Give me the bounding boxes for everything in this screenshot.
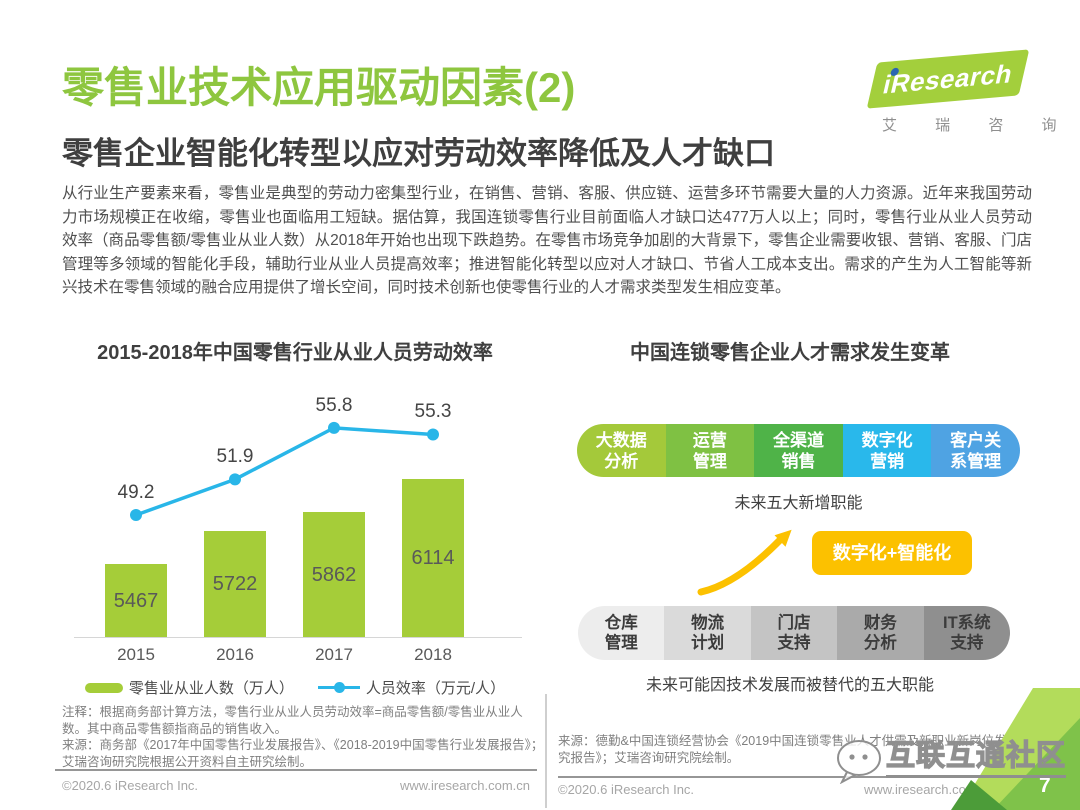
x-axis — [74, 637, 522, 638]
legend-item: 零售业从业人数（万人） — [84, 677, 294, 698]
x-tick-label: 2018 — [414, 645, 452, 664]
left-notes: 注释：根据商务部计算方法，零售行业从业人员劳动效率=商品零售额/零售业从业人数。… — [62, 704, 546, 770]
right-divider — [558, 776, 1044, 778]
new-role-segment: 数字化 营销 — [842, 424, 932, 477]
legend-item: 人员效率（万元/人） — [317, 677, 506, 698]
logo-shape: iResearch — [866, 49, 1030, 109]
copyright-right: ©2020.6 iResearch Inc. — [558, 782, 695, 797]
x-tick-label: 2015 — [117, 645, 155, 664]
replaced-role-segment: 物流 计划 — [664, 606, 751, 660]
new-role-segment: 全渠道 销售 — [754, 424, 843, 477]
website-right: www.iresearch.com.cn — [863, 782, 994, 797]
left-divider — [55, 769, 537, 771]
chat-bubble-icon — [837, 740, 881, 784]
replaced-role-segment: 财务 分析 — [837, 606, 924, 660]
logo-chinese-name: 艾 瑞 咨 询 — [882, 117, 1074, 134]
bar-value-label: 5722 — [212, 572, 258, 595]
footer-right: ©2020.6 iResearch Inc. www.iresearch.com… — [558, 782, 994, 797]
right-figure-title: 中国连锁零售企业人才需求发生变革 — [630, 342, 950, 364]
new-role-segment: 运营 管理 — [665, 424, 755, 477]
corner-decoration: 7 — [951, 688, 1080, 810]
labor-efficiency-chart: 5467 2015 5722 2016 5862 2017 6114 2018 49.2 51.9… — [60, 385, 530, 685]
watermark: 互联互通社区 — [836, 738, 1067, 784]
column-divider — [545, 694, 547, 808]
bar-value-label: 5862 — [311, 563, 357, 586]
watermark-text: 互联互通社区 — [885, 738, 1067, 779]
website-left: www.iresearch.com.cn — [399, 778, 530, 793]
legend-label: 零售业从业人数（万人） — [128, 680, 294, 697]
iresearch-logo: iResearch 艾 瑞 咨 询 — [866, 49, 1074, 135]
footer-left: ©2020.6 iResearch Inc. www.iresearch.com… — [62, 778, 530, 793]
replaced-roles-pill: 仓库 管理 物流 计划 门店 支持 财务 分析 IT系统 支持 — [578, 606, 1010, 660]
left-figure-title: 2015-2018年中国零售行业从业人员劳动效率 — [97, 342, 493, 364]
bar-value-label: 6114 — [411, 546, 455, 569]
note-text: 注释：根据商务部计算方法，零售行业从业人员劳动效率=商品零售额/零售业从业人数。… — [62, 705, 523, 736]
new-role-segment: 大数据 分析 — [577, 424, 666, 477]
efficiency-line — [130, 421, 439, 521]
right-notes: 来源：德勤&中国连锁经营协会《2019中国连锁零售业人才供需及新职业新岗位发展研… — [558, 733, 1038, 766]
chart-legend: 零售业从业人数（万人） 人员效率（万元/人） — [60, 677, 530, 698]
x-tick-label: 2017 — [315, 645, 353, 664]
legend-label: 人员效率（万元/人） — [365, 680, 506, 697]
source-text-left: 来源：商务部《2017年中国零售行业发展报告》、《2018-2019中国零售行业… — [62, 738, 544, 769]
copyright-left: ©2020.6 iResearch Inc. — [62, 778, 199, 793]
line-value-label: 55.8 — [315, 394, 353, 416]
source-text-right: 来源：德勤&中国连锁经营协会《2019中国连锁零售业人才供需及新职业新岗位发展研… — [558, 734, 1032, 765]
bar-2018 — [402, 478, 464, 637]
bar-2017 — [303, 512, 365, 637]
replaced-roles-caption: 未来可能因技术发展而被替代的五大职能 — [645, 677, 934, 694]
line-value-label: 51.9 — [216, 446, 254, 468]
growth-arrow-icon — [697, 529, 792, 596]
line-value-label: 55.3 — [414, 401, 452, 423]
line-swatch-icon — [317, 682, 360, 693]
new-roles-pill: 大数据 分析 运营 管理 全渠道 销售 数字化 营销 客户关 系管理 — [577, 424, 1020, 477]
new-roles-caption: 未来五大新增职能 — [734, 495, 863, 512]
line-value-label: 49.2 — [117, 482, 155, 503]
page-subtitle: 零售企业智能化转型以应对劳动效率降低及人才缺口 — [62, 136, 775, 171]
bar-2015 — [105, 564, 167, 637]
logo-brand-text: iResearch — [880, 58, 1016, 100]
page-number: 7 — [1039, 774, 1051, 797]
digital-intelligent-badge: 数字化+智能化 — [812, 531, 972, 575]
replaced-role-segment: IT系统 支持 — [923, 606, 1010, 660]
page-title: 零售业技术应用驱动因素(2) — [62, 64, 576, 111]
new-role-segment: 客户关 系管理 — [931, 424, 1020, 477]
replaced-role-segment: 仓库 管理 — [578, 606, 665, 660]
replaced-role-segment: 门店 支持 — [750, 606, 838, 660]
bar-value-label: 5467 — [113, 589, 159, 612]
bar-swatch-icon — [84, 682, 123, 693]
bar-2016 — [204, 530, 266, 637]
x-tick-label: 2016 — [216, 645, 254, 664]
body-paragraph: 从行业生产要素来看，零售业是典型的劳动力密集型行业，在销售、营销、客服、供应链、… — [62, 185, 1032, 296]
